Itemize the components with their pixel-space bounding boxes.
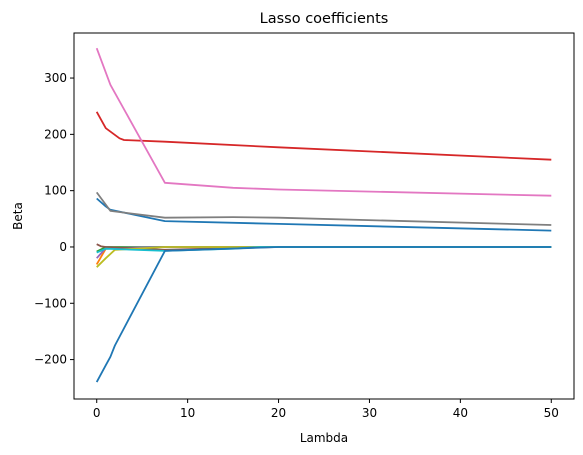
coefficient-line-7 bbox=[95, 47, 552, 197]
y-tick-label: −200 bbox=[34, 353, 67, 367]
x-tick-label: 0 bbox=[93, 406, 101, 420]
chart-title: Lasso coefficients bbox=[260, 11, 389, 27]
x-tick-label: 30 bbox=[362, 406, 377, 420]
coefficient-line-11 bbox=[95, 246, 552, 383]
y-tick-label: 200 bbox=[44, 127, 67, 141]
y-axis-label: Beta bbox=[11, 202, 25, 230]
y-tick-label: 100 bbox=[44, 184, 67, 198]
x-tick-label: 40 bbox=[453, 406, 468, 420]
y-axis-ticks: −200 −100 0 100 200 300 bbox=[34, 71, 74, 367]
x-axis-ticks: 0 10 20 30 40 50 bbox=[93, 399, 559, 420]
plot-frame bbox=[73, 32, 575, 400]
y-tick-label: −100 bbox=[34, 296, 67, 310]
coefficient-line-8 bbox=[95, 191, 552, 226]
y-tick-label: 0 bbox=[59, 240, 67, 254]
x-tick-label: 10 bbox=[180, 406, 195, 420]
coefficient-line-1 bbox=[96, 197, 552, 232]
x-axis-label: Lambda bbox=[300, 431, 348, 445]
x-tick-label: 50 bbox=[544, 406, 559, 420]
x-tick-label: 20 bbox=[271, 406, 286, 420]
plot-lines bbox=[95, 47, 552, 383]
y-tick-label: 300 bbox=[44, 71, 67, 85]
coefficient-line-4 bbox=[95, 111, 552, 161]
